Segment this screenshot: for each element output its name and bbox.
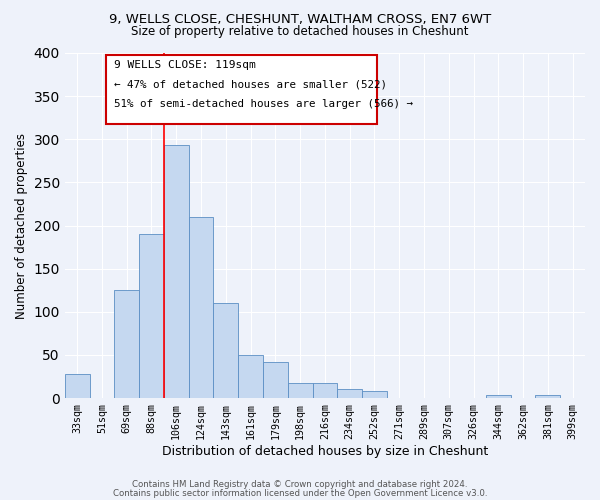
Bar xyxy=(535,396,560,398)
Bar xyxy=(188,217,214,398)
Text: 51% of semi-detached houses are larger (566) →: 51% of semi-detached houses are larger (… xyxy=(114,99,413,109)
Bar xyxy=(115,290,139,398)
Bar xyxy=(263,362,288,398)
Bar xyxy=(313,382,337,398)
Bar xyxy=(139,234,164,398)
Bar xyxy=(238,355,263,398)
FancyBboxPatch shape xyxy=(106,54,377,124)
Bar xyxy=(486,396,511,398)
Bar xyxy=(65,374,89,398)
Text: Size of property relative to detached houses in Cheshunt: Size of property relative to detached ho… xyxy=(131,25,469,38)
X-axis label: Distribution of detached houses by size in Cheshunt: Distribution of detached houses by size … xyxy=(162,444,488,458)
Text: Contains public sector information licensed under the Open Government Licence v3: Contains public sector information licen… xyxy=(113,490,487,498)
Y-axis label: Number of detached properties: Number of detached properties xyxy=(15,132,28,318)
Bar xyxy=(362,391,387,398)
Text: ← 47% of detached houses are smaller (522): ← 47% of detached houses are smaller (52… xyxy=(114,80,387,90)
Text: 9, WELLS CLOSE, CHESHUNT, WALTHAM CROSS, EN7 6WT: 9, WELLS CLOSE, CHESHUNT, WALTHAM CROSS,… xyxy=(109,12,491,26)
Bar xyxy=(214,303,238,398)
Text: 9 WELLS CLOSE: 119sqm: 9 WELLS CLOSE: 119sqm xyxy=(114,60,256,70)
Bar xyxy=(288,382,313,398)
Text: Contains HM Land Registry data © Crown copyright and database right 2024.: Contains HM Land Registry data © Crown c… xyxy=(132,480,468,489)
Bar xyxy=(164,146,188,398)
Bar xyxy=(337,390,362,398)
